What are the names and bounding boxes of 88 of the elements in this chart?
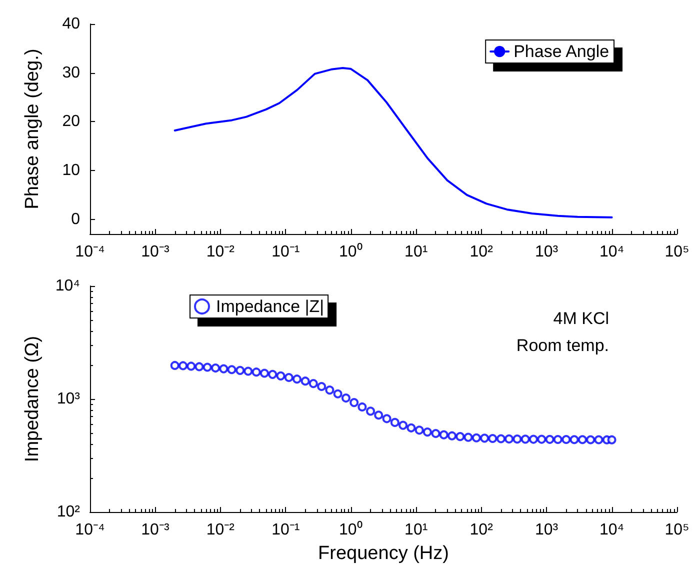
x-tick-label: 10⁻¹ bbox=[272, 522, 300, 538]
y-axis-title: Impedance (Ω) bbox=[22, 336, 43, 462]
point bbox=[488, 434, 498, 444]
point bbox=[520, 434, 530, 444]
point bbox=[496, 434, 506, 444]
point bbox=[260, 368, 269, 378]
point bbox=[472, 433, 481, 442]
point bbox=[439, 430, 448, 440]
x-tick-label: 10⁰ bbox=[338, 520, 363, 538]
point bbox=[317, 382, 326, 391]
point bbox=[292, 374, 302, 384]
x-tick-label: 10² bbox=[470, 244, 494, 260]
point bbox=[202, 362, 212, 372]
point bbox=[300, 376, 310, 386]
point bbox=[382, 414, 392, 424]
point bbox=[448, 431, 456, 440]
point bbox=[219, 364, 228, 374]
point bbox=[170, 360, 180, 370]
point bbox=[512, 434, 522, 444]
x-tick-label: 10⁵ bbox=[664, 244, 690, 260]
point bbox=[390, 418, 400, 427]
point bbox=[594, 435, 604, 444]
legend-label: Impedance |Z| bbox=[216, 297, 324, 316]
annotation: 4M KCl bbox=[553, 309, 610, 328]
point bbox=[350, 398, 359, 408]
x-tick-label: 10⁻⁴ bbox=[75, 522, 105, 538]
point bbox=[422, 428, 432, 437]
y-tick-label: 10 bbox=[62, 162, 80, 180]
point bbox=[276, 371, 286, 380]
x-tick-label: 10⁻⁴ bbox=[75, 244, 105, 260]
point bbox=[374, 410, 384, 420]
point bbox=[464, 432, 473, 442]
x-tick-label: 10¹ bbox=[404, 244, 428, 260]
point bbox=[570, 435, 579, 444]
point bbox=[553, 435, 562, 444]
x-tick-label: 10¹ bbox=[404, 522, 428, 538]
point bbox=[414, 426, 424, 435]
point bbox=[325, 386, 334, 395]
x-tick-label: 10⁻² bbox=[206, 522, 236, 538]
y-tick-label: 10³ bbox=[56, 390, 81, 408]
y-tick-label: 10² bbox=[56, 504, 81, 520]
point bbox=[431, 429, 440, 438]
x-tick-label: 10⁰ bbox=[338, 242, 363, 260]
x-tick-label: 10⁻² bbox=[206, 244, 236, 260]
legend-label: Phase Angle bbox=[514, 42, 610, 61]
point bbox=[252, 368, 261, 377]
y-tick-label: 30 bbox=[62, 64, 80, 82]
point bbox=[333, 389, 342, 398]
point bbox=[244, 366, 253, 376]
point bbox=[562, 435, 571, 444]
point bbox=[586, 435, 596, 444]
point bbox=[528, 434, 538, 444]
point bbox=[178, 361, 188, 370]
point bbox=[341, 394, 350, 403]
point bbox=[308, 379, 318, 388]
point bbox=[504, 434, 514, 444]
point bbox=[545, 434, 554, 444]
point bbox=[268, 370, 278, 379]
y-tick-label: 40 bbox=[62, 16, 80, 32]
point bbox=[236, 366, 245, 375]
y-tick-label: 20 bbox=[62, 113, 80, 130]
point bbox=[186, 362, 196, 371]
point bbox=[194, 362, 204, 372]
point bbox=[366, 406, 376, 416]
x-tick-label: 10⁻¹ bbox=[272, 244, 300, 260]
point bbox=[406, 423, 416, 432]
x-tick-label: 10³ bbox=[534, 244, 559, 260]
point bbox=[284, 372, 294, 382]
y-axis-title: Phase angle (deg.) bbox=[22, 48, 43, 210]
point bbox=[358, 402, 367, 412]
x-tick-label: 10³ bbox=[534, 522, 559, 538]
point bbox=[480, 434, 490, 443]
point bbox=[398, 420, 408, 430]
point bbox=[537, 434, 546, 444]
y-tick-label: 10⁴ bbox=[55, 278, 80, 294]
x-tick-label: 10² bbox=[470, 522, 494, 538]
point bbox=[456, 432, 465, 442]
x-tick-label: 10⁻³ bbox=[141, 244, 170, 260]
point bbox=[211, 364, 220, 373]
point bbox=[578, 435, 587, 444]
annotation: Room temp. bbox=[516, 336, 610, 355]
x-axis-title: Frequency (Hz) bbox=[318, 543, 449, 564]
y-tick-label: 0 bbox=[71, 210, 80, 228]
x-tick-label: 10⁴ bbox=[599, 244, 624, 260]
x-tick-label: 10⁴ bbox=[599, 522, 624, 538]
point bbox=[227, 365, 236, 374]
x-tick-label: 10⁵ bbox=[664, 522, 690, 538]
x-tick-label: 10⁻³ bbox=[141, 522, 170, 538]
